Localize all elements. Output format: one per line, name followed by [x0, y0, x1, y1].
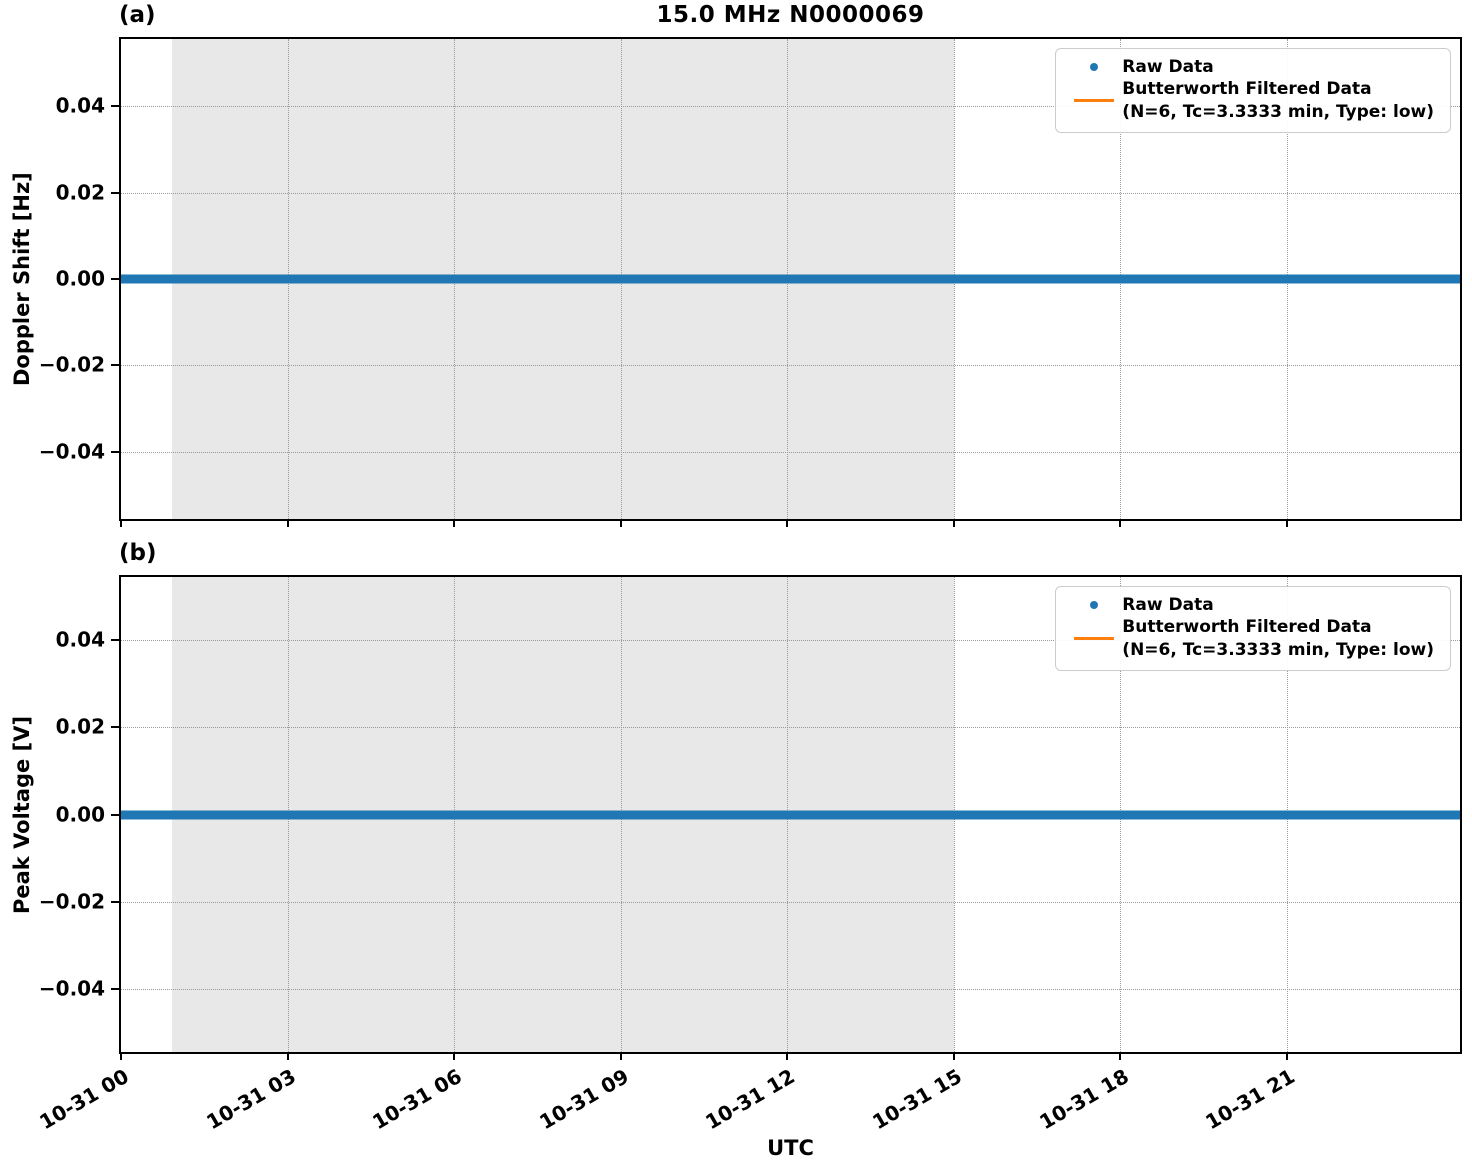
raw-data-line: [121, 274, 1460, 284]
y-gridline: [121, 901, 1460, 903]
legend-raw-label: Raw Data: [1122, 57, 1214, 77]
y-tick-mark: [111, 364, 120, 367]
filtered-line-icon: [1066, 616, 1122, 661]
panel-b-label: (b): [119, 540, 157, 566]
chart-title: 15.0 MHz N0000069: [656, 2, 925, 28]
legend-a: Raw Data Butterworth Filtered Data (N=6,…: [1055, 48, 1451, 134]
y-tick-mark: [111, 813, 120, 816]
legend-entry-filtered: Butterworth Filtered Data (N=6, Tc=3.333…: [1066, 78, 1434, 123]
y-tick-mark: [111, 987, 120, 990]
x-tick-mark: [286, 519, 289, 527]
x-tick-label: 10-31 06: [368, 1064, 467, 1135]
y-tick-label: −0.04: [38, 976, 105, 1001]
legend-filtered-label: Butterworth Filtered Data: [1122, 617, 1372, 638]
y-gridline: [121, 192, 1460, 194]
y-gridline: [121, 640, 1460, 642]
legend-raw-label: Raw Data: [1122, 595, 1214, 615]
y-tick-mark: [111, 278, 120, 280]
y-axis-label-b: Peak Voltage [V]: [10, 715, 34, 914]
x-tick-label: 10-31 18: [1034, 1064, 1133, 1135]
legend-entry-raw: Raw Data: [1066, 56, 1434, 78]
x-tick-label: 10-31 00: [35, 1064, 133, 1135]
x-tick-mark: [1119, 1052, 1122, 1060]
legend-b: Raw Data Butterworth Filtered Data (N=6,…: [1055, 586, 1451, 672]
x-tick-mark: [1285, 519, 1288, 527]
raw-data-marker-icon: [1066, 56, 1122, 78]
panel-a-label: (a): [119, 2, 156, 28]
x-tick-mark: [1285, 1052, 1288, 1060]
subplot-a: 0.04 0.02 0.00 −0.02 −0.04 Raw Data Butterwo…: [39, 37, 1462, 527]
x-tick-mark: [786, 1052, 789, 1060]
y-gridline: [121, 988, 1460, 990]
legend-filtered-label: Butterworth Filtered Data: [1122, 79, 1372, 100]
x-tick-label: 10-31 21: [1201, 1064, 1299, 1135]
legend-filtered-sublabel: (N=6, Tc=3.3333 min, Type: low): [1122, 639, 1434, 660]
x-tick-mark: [453, 519, 456, 527]
filtered-line-icon: [1066, 78, 1122, 123]
raw-data-line: [121, 810, 1460, 819]
x-tick-label: 10-31 03: [202, 1064, 300, 1135]
x-tick-mark: [952, 1052, 955, 1060]
y-tick-mark: [111, 639, 120, 642]
x-tick-label: 10-31 15: [868, 1064, 966, 1135]
x-tick-mark: [286, 1052, 289, 1060]
legend-entry-raw: Raw Data: [1066, 594, 1434, 616]
y-tick-label: 0.04: [55, 93, 105, 118]
y-tick-label: −0.02: [38, 352, 105, 377]
y-tick-label: 0.00: [55, 802, 105, 827]
y-gridline: [121, 365, 1460, 367]
x-tick-mark: [786, 519, 789, 527]
y-tick-label: 0.04: [55, 627, 105, 652]
x-tick-mark: [1119, 519, 1122, 527]
x-tick-label: 10-31 12: [701, 1064, 800, 1135]
y-tick-mark: [111, 726, 120, 729]
y-gridline: [121, 106, 1460, 108]
y-tick-label: 0.02: [55, 180, 105, 205]
y-tick-mark: [111, 191, 120, 194]
legend-entry-filtered: Butterworth Filtered Data (N=6, Tc=3.333…: [1066, 616, 1434, 661]
y-tick-mark: [111, 105, 120, 108]
raw-data-marker-icon: [1066, 594, 1122, 616]
x-tick-mark: [120, 519, 122, 527]
y-tick-mark: [111, 900, 120, 903]
x-tick-mark: [952, 519, 955, 527]
y-gridline: [121, 451, 1460, 453]
y-tick-label: −0.02: [38, 889, 105, 914]
y-gridline: [121, 727, 1460, 729]
x-tick-mark: [619, 519, 622, 527]
x-axis-label: UTC: [767, 1136, 814, 1160]
y-tick-label: 0.02: [55, 714, 105, 739]
legend-filtered-sublabel: (N=6, Tc=3.3333 min, Type: low): [1122, 101, 1434, 122]
x-tick-mark: [619, 1052, 622, 1060]
y-axis-label-a: Doppler Shift [Hz]: [10, 172, 34, 386]
y-tick-label: 0.00: [55, 266, 105, 291]
x-tick-mark: [453, 1052, 456, 1060]
x-tick-label: 10-31 09: [535, 1064, 633, 1135]
y-tick-mark: [111, 450, 120, 453]
y-tick-label: −0.04: [38, 439, 105, 464]
subplot-b: 10-31 00 10-31 03 10-31 06 10-31 09 10-31 12…: [35, 575, 1462, 1134]
x-tick-mark: [120, 1052, 122, 1060]
